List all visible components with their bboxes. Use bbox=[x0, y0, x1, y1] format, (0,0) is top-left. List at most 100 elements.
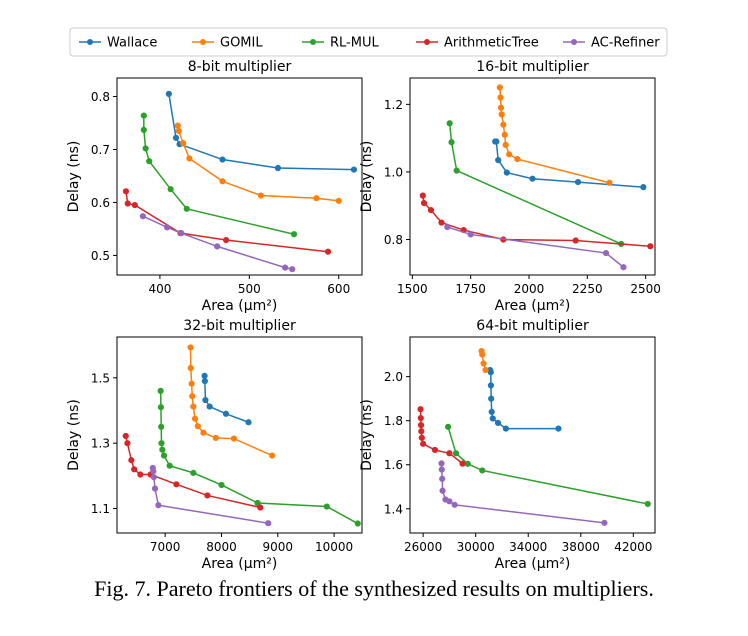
data-point bbox=[502, 141, 509, 149]
chart-panel-8-bit-multiplier: 400 500 600 0.5 0.6 0.7 0.8 8-bit multiplier Are… bbox=[66, 59, 363, 314]
series-group bbox=[122, 90, 358, 273]
data-point bbox=[555, 425, 562, 432]
series-line bbox=[177, 125, 339, 202]
plot-frame bbox=[409, 336, 656, 534]
x-tick-label: 1750 bbox=[455, 282, 486, 296]
chart-title: 16-bit multiplier bbox=[476, 59, 589, 75]
y-tick-label: 1.3 bbox=[91, 437, 110, 451]
legend-entry-gomil: GOMIL bbox=[192, 36, 263, 51]
data-point bbox=[529, 175, 536, 182]
data-point bbox=[201, 372, 208, 379]
chart-panel-32-bit-multiplier: 7000 8000 9000 10000 1.1 1.3 1.5 32-bit multipl… bbox=[66, 318, 363, 572]
legend-entry-rl-mul: RL-MUL bbox=[302, 36, 379, 51]
data-point bbox=[202, 396, 209, 404]
series-line bbox=[489, 369, 559, 430]
series-ac-refiner bbox=[444, 223, 627, 271]
series-line bbox=[422, 195, 651, 248]
data-point bbox=[451, 501, 458, 508]
data-point bbox=[445, 423, 452, 430]
data-point bbox=[191, 415, 199, 422]
data-point bbox=[274, 164, 282, 172]
series-line bbox=[143, 115, 295, 235]
plot-frame bbox=[116, 336, 363, 534]
x-axis-label: Area (μm²) bbox=[495, 556, 571, 572]
data-point bbox=[418, 434, 425, 441]
data-point bbox=[572, 237, 579, 244]
data-point bbox=[190, 403, 197, 410]
data-point bbox=[417, 414, 424, 422]
y-tick-label: 0.5 bbox=[91, 249, 110, 263]
x-tick-label: 2500 bbox=[630, 282, 661, 296]
series-gomil bbox=[187, 344, 276, 459]
data-point bbox=[620, 264, 627, 271]
data-point bbox=[157, 404, 165, 411]
legend-label: ArithmeticTree bbox=[444, 36, 539, 51]
data-point bbox=[122, 432, 129, 440]
data-point bbox=[189, 393, 196, 400]
y-tick-label: 0.7 bbox=[91, 143, 110, 157]
data-point bbox=[183, 205, 190, 212]
data-point bbox=[131, 202, 138, 209]
data-point bbox=[124, 200, 131, 207]
data-point bbox=[187, 364, 194, 372]
figure-caption: Fig. 7. Pareto frontiers of the synthesi… bbox=[94, 576, 654, 601]
series-arithmetictree bbox=[419, 192, 654, 250]
data-point bbox=[140, 112, 147, 119]
series-line bbox=[168, 93, 354, 171]
data-point bbox=[439, 487, 446, 494]
series-ac-refiner bbox=[438, 460, 608, 526]
data-point bbox=[420, 199, 428, 207]
legend-label: RL-MUL bbox=[330, 36, 379, 51]
data-point bbox=[503, 169, 510, 176]
data-point bbox=[488, 395, 495, 402]
data-point bbox=[282, 264, 289, 271]
data-point bbox=[290, 231, 298, 238]
x-axis-label: Area (μm²) bbox=[495, 298, 571, 314]
data-point bbox=[354, 520, 361, 527]
x-tick-label: 42000 bbox=[614, 540, 652, 554]
series-group bbox=[419, 84, 654, 271]
data-point bbox=[204, 492, 211, 499]
legend-marker bbox=[571, 39, 577, 45]
data-point bbox=[206, 403, 213, 410]
series-line bbox=[447, 226, 624, 268]
data-point bbox=[146, 158, 153, 165]
series-ac-refiner bbox=[139, 213, 296, 273]
data-point bbox=[245, 419, 252, 426]
x-tick-label: 38000 bbox=[562, 540, 600, 554]
data-point bbox=[257, 192, 265, 199]
x-tick-label: 30000 bbox=[457, 540, 495, 554]
y-axis-label: Delay (ns) bbox=[359, 141, 375, 213]
legend-marker bbox=[424, 39, 430, 45]
y-tick-label: 1.4 bbox=[384, 502, 403, 516]
series-wallace bbox=[201, 372, 252, 426]
x-tick-label: 1500 bbox=[397, 282, 428, 296]
y-axis-label: Delay (ns) bbox=[359, 399, 375, 471]
data-point bbox=[180, 140, 187, 147]
series-wallace bbox=[165, 90, 358, 173]
series-line bbox=[495, 140, 644, 188]
data-point bbox=[495, 157, 502, 164]
data-point bbox=[214, 243, 221, 250]
data-point bbox=[453, 167, 460, 174]
series-gomil bbox=[496, 84, 613, 186]
x-tick-label: 7000 bbox=[150, 540, 181, 554]
x-tick-label: 9000 bbox=[263, 540, 294, 554]
legend-marker bbox=[87, 39, 93, 45]
data-point bbox=[186, 155, 193, 162]
data-point bbox=[265, 520, 272, 527]
data-point bbox=[151, 485, 159, 492]
data-point bbox=[155, 502, 162, 509]
data-point bbox=[496, 84, 503, 91]
data-point bbox=[446, 120, 453, 127]
data-point bbox=[175, 127, 182, 135]
data-point bbox=[218, 481, 225, 489]
legend-entry-ac-refiner: AC-Refiner bbox=[563, 36, 660, 51]
series-line bbox=[499, 87, 610, 184]
data-point bbox=[489, 415, 496, 422]
y-tick-label: 2.0 bbox=[384, 370, 403, 384]
data-point bbox=[158, 423, 165, 430]
chart-panels: 400 500 600 0.5 0.6 0.7 0.8 8-bit multiplier Are… bbox=[66, 59, 661, 572]
series-group bbox=[417, 347, 651, 526]
data-point bbox=[174, 122, 181, 129]
